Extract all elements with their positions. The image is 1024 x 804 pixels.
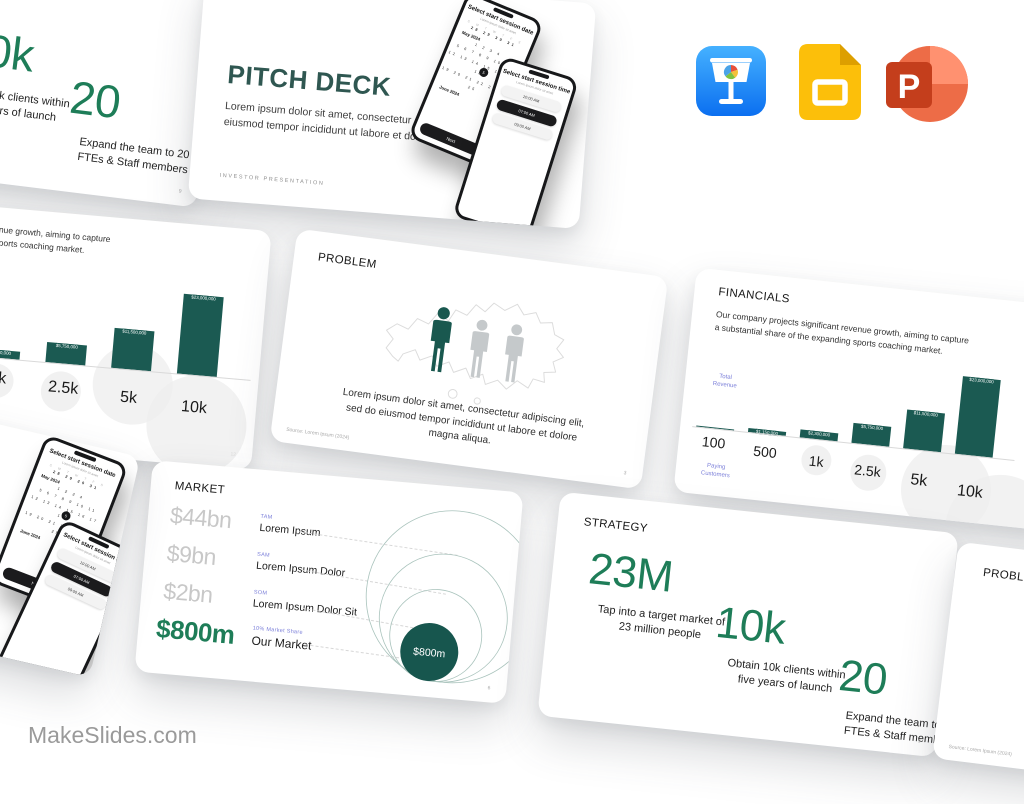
slide-card-market[interactable]: MARKET $44bn TAM Lorem Ipsum $9bn SAM Lo… <box>134 460 524 704</box>
category-1k: 1k <box>0 369 7 388</box>
stat-value-20: 20 <box>836 650 890 705</box>
bar-value-label: $5,750,000 <box>859 423 885 432</box>
page-number: 6 <box>487 685 491 692</box>
tam-sam-som-circles: $800m <box>330 495 524 698</box>
powerpoint-icon[interactable]: P <box>884 42 968 126</box>
category-1k: 1k <box>808 452 825 470</box>
x-axis-label: Paying Customers <box>700 462 731 480</box>
cover-title: PITCH DECK <box>226 59 393 102</box>
slide-card-problem[interactable]: PROBLEM Lorem ipsum dolor sit amet, cons… <box>269 228 669 490</box>
category-5k: 5k <box>119 388 138 408</box>
person-icon-teal <box>421 301 459 380</box>
category-10k: 10k <box>956 482 984 502</box>
powerpoint-letter: P <box>898 68 921 106</box>
page-number: 9 <box>178 188 182 195</box>
stat-value-10k: 10k <box>0 21 37 82</box>
tam-tag: TAM <box>260 513 273 521</box>
slide-card-strategy-partial[interactable]: 10k Obtain 10k clients within five years… <box>0 0 222 208</box>
category-10k: 10k <box>180 398 208 418</box>
slide-card-cover[interactable]: PITCH DECK Lorem ipsum dolor sit amet, c… <box>187 0 597 230</box>
category-2.5k: 2.5k <box>47 378 79 398</box>
slide-card-strategy[interactable]: STRATEGY 23M Tap into a target market of… <box>537 491 959 758</box>
person-icon-gray <box>497 318 531 389</box>
slide-card-financials[interactable]: FINANCIALS Our company projects signific… <box>673 267 1024 534</box>
bar-10k: $23,000,000 <box>954 376 1001 458</box>
bar-value-label: $23,000,000 <box>968 376 996 385</box>
tam-label: Lorem Ipsum <box>258 521 322 540</box>
category-100: 100 <box>701 433 727 452</box>
bar-value-label: $11,500,000 <box>912 410 940 418</box>
som-tag: SOM <box>253 589 268 597</box>
bar-10k: $23,000,000 <box>176 293 224 377</box>
our-market-value: $800m <box>155 613 236 650</box>
sam-label: Lorem Ipsum Dolor <box>255 559 346 580</box>
map-outline-icon <box>359 277 587 422</box>
tam-value: $44bn <box>169 501 233 534</box>
stat-value-23m: 23M <box>586 544 676 602</box>
stat-value-10k: 10k <box>713 597 788 654</box>
site-brand-link[interactable]: MakeSlides.com <box>28 722 197 748</box>
person-icon-gray <box>462 314 496 385</box>
category-500: 500 <box>752 442 778 462</box>
page-number: 3 <box>623 470 627 477</box>
google-slides-icon[interactable] <box>799 44 861 120</box>
slide-card-financials-partial[interactable]: Our company projects significant revenue… <box>0 193 272 471</box>
problem-title: PROBLEM <box>982 566 1024 587</box>
bar-5k: $11,500,000 <box>111 327 155 372</box>
bar-5k: $11,500,000 <box>903 409 945 453</box>
market-title: MARKET <box>174 480 226 497</box>
stat-value-20: 20 <box>67 70 124 129</box>
problem-title: PROBLEM <box>317 251 378 272</box>
bar-value-label: $23,000,000 <box>190 294 217 302</box>
bar-value-label: $5,750,000 <box>54 342 79 350</box>
keynote-icon[interactable] <box>696 46 766 116</box>
bubble-label: $800m <box>413 646 446 661</box>
som-value: $2bn <box>162 577 214 608</box>
bar-value-label: $2,300,000 <box>0 348 13 357</box>
source-note: Source: Lorem Ipsum (2024) <box>948 743 1013 758</box>
sam-tag: SAM <box>256 551 271 559</box>
bar-value-label: $11,500,000 <box>121 328 148 336</box>
strategy-title: STRATEGY <box>583 516 649 535</box>
cover-footer: INVESTOR PRESENTATION <box>219 172 325 187</box>
category-5k: 5k <box>909 471 929 490</box>
sam-value: $9bn <box>165 539 218 570</box>
our-market-label: Our Market <box>250 633 313 653</box>
bar-value-label: $2,300,000 <box>806 430 832 438</box>
